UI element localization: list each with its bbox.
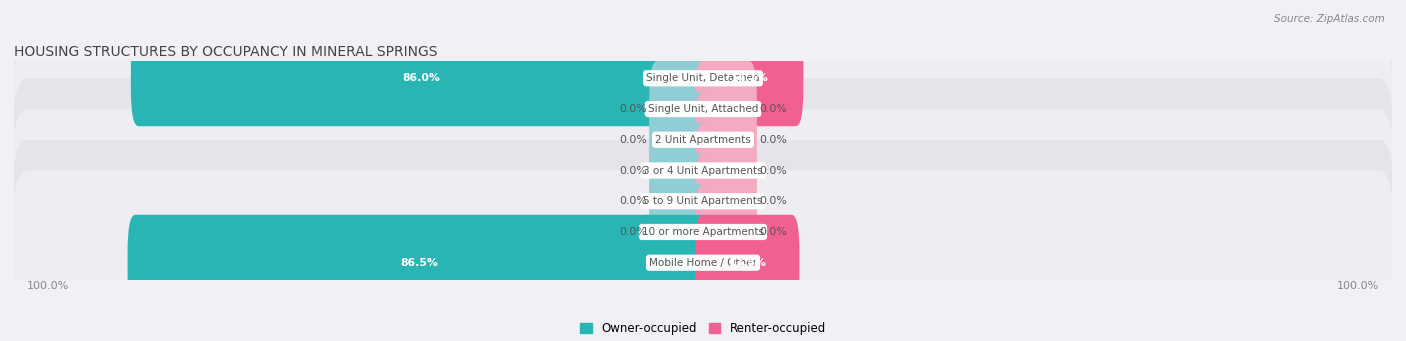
Text: Mobile Home / Other: Mobile Home / Other [650, 258, 756, 268]
Text: HOUSING STRUCTURES BY OCCUPANCY IN MINERAL SPRINGS: HOUSING STRUCTURES BY OCCUPANCY IN MINER… [14, 45, 437, 59]
Text: 0.0%: 0.0% [759, 165, 786, 176]
Text: 86.5%: 86.5% [401, 258, 439, 268]
FancyBboxPatch shape [650, 122, 711, 219]
Text: 0.0%: 0.0% [759, 227, 786, 237]
FancyBboxPatch shape [11, 140, 1395, 324]
Text: Source: ZipAtlas.com: Source: ZipAtlas.com [1274, 14, 1385, 24]
Text: 0.0%: 0.0% [620, 165, 647, 176]
Text: 5 to 9 Unit Apartments: 5 to 9 Unit Apartments [644, 196, 762, 206]
Text: 0.0%: 0.0% [620, 104, 647, 114]
FancyBboxPatch shape [11, 78, 1395, 263]
Text: 2 Unit Apartments: 2 Unit Apartments [655, 135, 751, 145]
FancyBboxPatch shape [695, 30, 803, 126]
FancyBboxPatch shape [11, 17, 1395, 201]
Text: 0.0%: 0.0% [620, 227, 647, 237]
FancyBboxPatch shape [695, 215, 800, 311]
FancyBboxPatch shape [128, 215, 711, 311]
Text: 3 or 4 Unit Apartments: 3 or 4 Unit Apartments [643, 165, 763, 176]
Text: 0.0%: 0.0% [759, 135, 786, 145]
FancyBboxPatch shape [11, 47, 1395, 232]
FancyBboxPatch shape [131, 30, 711, 126]
FancyBboxPatch shape [695, 122, 756, 219]
Text: 0.0%: 0.0% [759, 196, 786, 206]
Text: 0.0%: 0.0% [620, 196, 647, 206]
FancyBboxPatch shape [695, 153, 756, 249]
Text: Single Unit, Attached: Single Unit, Attached [648, 104, 758, 114]
FancyBboxPatch shape [650, 184, 711, 280]
Text: 0.0%: 0.0% [759, 104, 786, 114]
FancyBboxPatch shape [695, 184, 756, 280]
FancyBboxPatch shape [11, 109, 1395, 294]
Text: 0.0%: 0.0% [620, 135, 647, 145]
FancyBboxPatch shape [695, 92, 756, 188]
FancyBboxPatch shape [11, 0, 1395, 170]
FancyBboxPatch shape [650, 92, 711, 188]
FancyBboxPatch shape [11, 170, 1395, 341]
Text: Single Unit, Detached: Single Unit, Detached [647, 73, 759, 83]
FancyBboxPatch shape [650, 153, 711, 249]
Text: 13.5%: 13.5% [728, 258, 766, 268]
FancyBboxPatch shape [650, 61, 711, 157]
Text: 100.0%: 100.0% [27, 281, 69, 291]
Text: 10 or more Apartments: 10 or more Apartments [643, 227, 763, 237]
Text: 14.1%: 14.1% [730, 73, 768, 83]
Text: 86.0%: 86.0% [402, 73, 440, 83]
FancyBboxPatch shape [695, 61, 756, 157]
Text: 100.0%: 100.0% [1337, 281, 1379, 291]
Legend: Owner-occupied, Renter-occupied: Owner-occupied, Renter-occupied [579, 322, 827, 335]
